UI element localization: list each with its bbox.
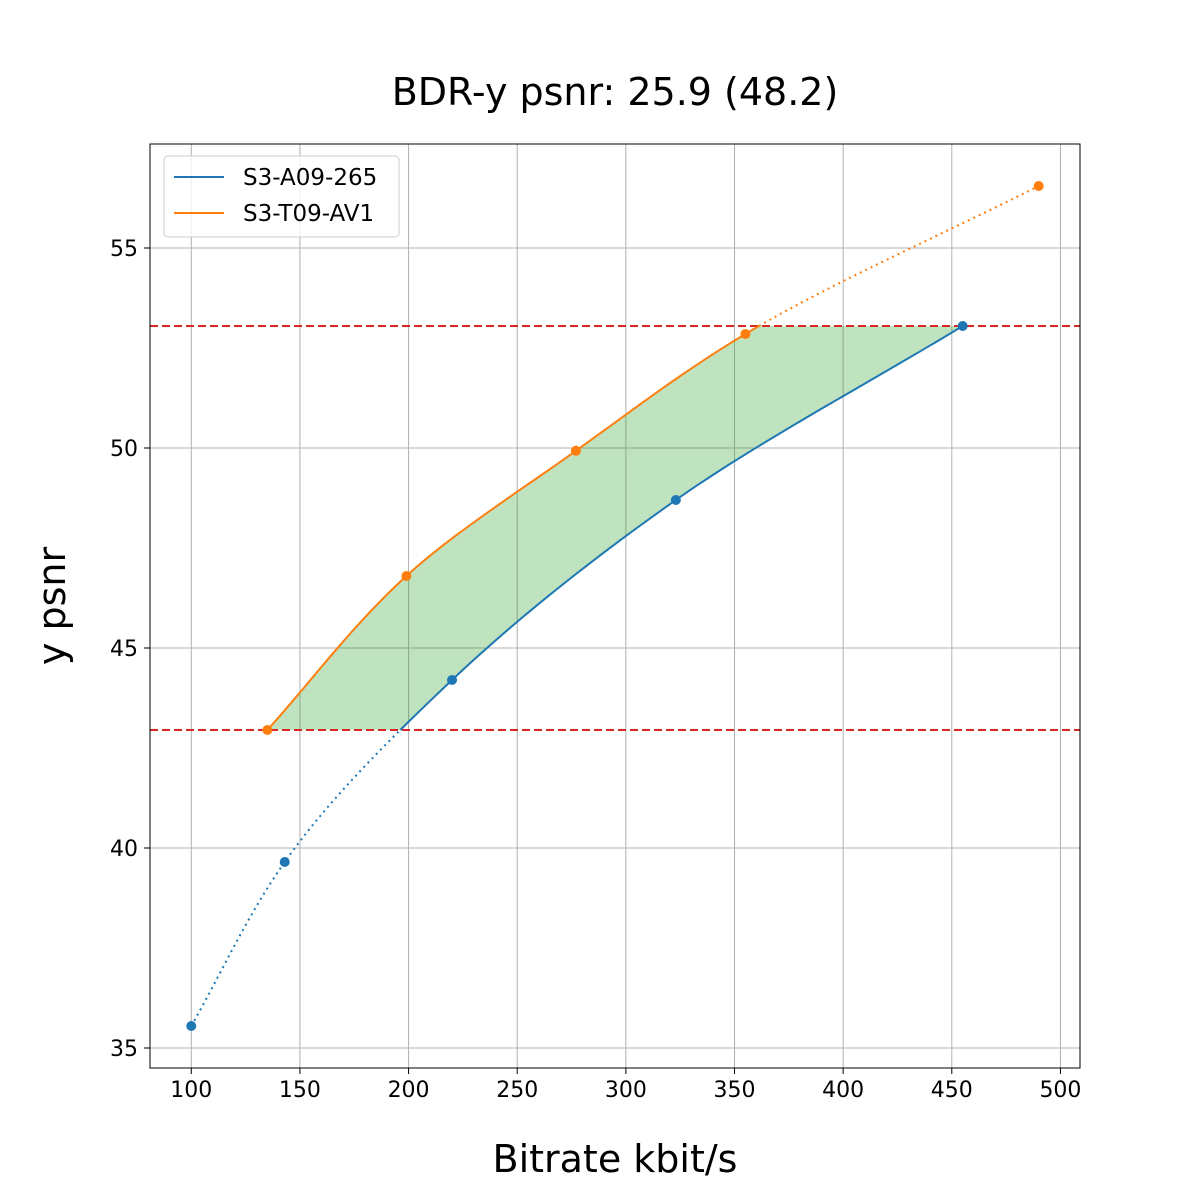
data-points [186,181,1044,1031]
series-lines [190,185,1040,1027]
series-1-point [670,495,681,505]
x-tick-label: 100 [170,1078,212,1103]
y-tick-label: 45 [110,637,138,662]
x-axis-label: Bitrate kbit/s [493,1137,738,1181]
y-tick-label: 35 [110,1037,138,1062]
series-1-point [186,1021,197,1031]
x-tick-label: 200 [388,1078,430,1103]
series-1-point [957,321,968,331]
series-2-point [570,445,581,456]
reference-lines [150,325,1080,731]
series-2-point [1033,181,1044,191]
x-tick-label: 150 [279,1078,321,1103]
series-1-line [399,325,964,731]
series-2-point [262,725,273,735]
series-1-point [447,675,458,685]
y-tick-label: 50 [110,437,138,462]
x-tick-label: 500 [1039,1078,1081,1103]
x-tick-label: 400 [822,1078,864,1103]
y-axis-label: y psnr [30,547,74,666]
series-2-line [266,325,760,731]
y-tick-label: 40 [110,837,138,862]
x-tick-label: 300 [605,1078,647,1103]
series-2-point [401,571,412,581]
legend-label-series-2: S3-T09-AV1 [243,201,374,227]
x-tick-label: 450 [931,1078,973,1103]
series-1-extrapolated-low [190,729,401,1027]
x-tick-label: 350 [714,1078,756,1103]
ticks: 100 150 200 250 300 350 400 450 500 35 40 45 50 55 [110,237,1081,1103]
legend: S3-A09-265 S3-T09-AV1 [163,155,400,238]
y-tick-label: 55 [110,237,138,262]
grid [150,144,1080,1068]
series-2-point [740,329,751,339]
series-2-extrapolated-high [758,185,1040,327]
chart-title: BDR-y psnr: 25.9 (48.2) [392,70,839,114]
plot-frame [149,143,1081,1069]
series-1-point [279,857,290,867]
legend-label-series-1: S3-A09-265 [243,165,377,191]
x-tick-label: 250 [496,1078,538,1103]
